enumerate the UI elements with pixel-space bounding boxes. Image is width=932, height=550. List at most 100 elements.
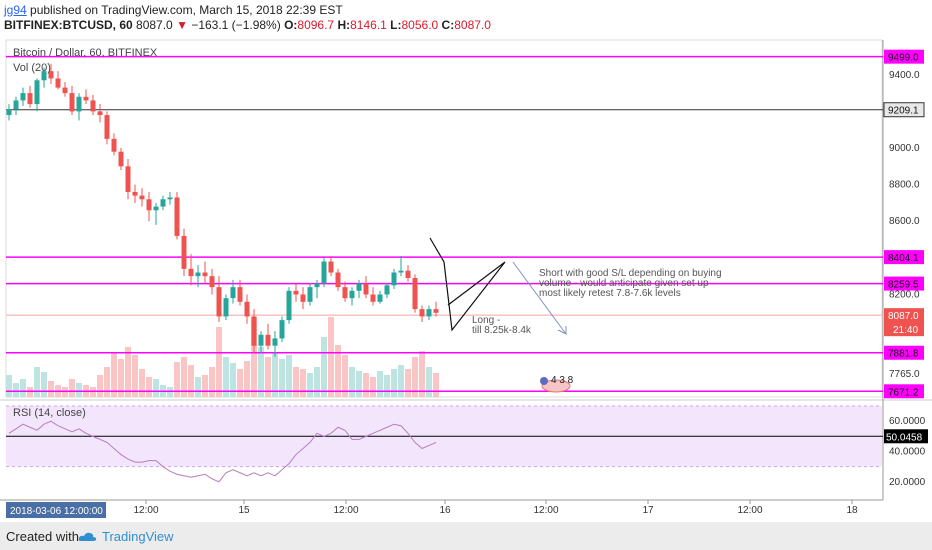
volume-bar — [314, 367, 320, 397]
volume-bar — [48, 381, 54, 397]
candle-body — [405, 270, 411, 278]
badge-text: 4 3 8 — [551, 375, 574, 386]
candle-body — [300, 294, 306, 302]
volume-bar — [307, 373, 313, 397]
volume-bar — [265, 357, 271, 397]
low-value: 8056.0 — [401, 18, 439, 32]
volume-bar — [384, 375, 390, 397]
candle-body — [356, 283, 362, 291]
candle-body — [321, 261, 327, 284]
projection-arrow — [512, 261, 567, 335]
publisher-link[interactable]: jg94 — [4, 3, 27, 17]
candle-body — [111, 138, 117, 152]
candle-body — [251, 316, 257, 346]
event-badge[interactable]: 4 3 8 — [540, 375, 574, 393]
candle-body — [335, 272, 341, 288]
rsi-tick-label: 40.0000 — [889, 447, 926, 458]
candle-body — [153, 206, 159, 211]
volume-bar — [111, 352, 117, 397]
volume-bar — [153, 379, 159, 397]
level-tag-1: 9209.1 — [883, 102, 925, 118]
candle-body — [419, 309, 425, 317]
pattern-drawing — [429, 237, 506, 332]
volume-bar — [398, 365, 404, 397]
level-tag-4: 7881.8 — [884, 345, 924, 360]
price-tick-label: 8200.0 — [889, 289, 920, 300]
candle-body — [349, 290, 355, 299]
candle-body — [279, 320, 285, 339]
candle-body — [258, 334, 264, 346]
volume-bar — [34, 367, 40, 397]
candle-body — [167, 197, 173, 200]
candle-body — [237, 287, 243, 302]
short-note-line-1: Short with good S/L depending on buying — [539, 268, 722, 279]
price-chart[interactable]: 9400.0 9000.0 8800.0 8600.0 8200.0 7765.0 9499… — [0, 0, 932, 522]
level-tag-5: 7671.2 — [884, 384, 924, 399]
volume-bar — [405, 369, 411, 397]
short-note-line-2: volume - would anticipate given set up — [539, 278, 709, 289]
symbol-info: BITFINEX:BTCUSD, 60 8087.0 ▼ −163.1 (−1.… — [4, 18, 491, 32]
volume-label: Vol (20) — [13, 62, 51, 74]
publish-info: jg94 published on TradingView.com, March… — [4, 3, 343, 17]
rsi-panel — [6, 405, 883, 483]
volume-bar — [209, 367, 215, 397]
time-tick-label: 12:00 — [737, 505, 762, 516]
candle-body — [230, 287, 236, 299]
volume-bar — [258, 347, 264, 397]
candle-body — [181, 235, 187, 269]
volume-bar — [223, 357, 229, 397]
candle-body — [160, 199, 166, 207]
candle-body — [286, 290, 292, 321]
time-tick-label: 17 — [642, 505, 654, 516]
long-note-line-1: Long - — [472, 315, 500, 326]
down-arrow-icon: ▼ — [176, 18, 188, 32]
candle-body — [13, 100, 19, 110]
volume-bar — [342, 355, 348, 397]
rsi-current-tag: 50.0458 — [884, 429, 928, 444]
short-note-line-3: most likely retest 7.8-7.6k levels — [539, 288, 681, 299]
volume-bar — [20, 379, 26, 397]
price-axis: 9400.0 9000.0 8800.0 8600.0 8200.0 7765.0 9499… — [883, 49, 928, 488]
candle-body — [55, 78, 61, 88]
candle-body — [34, 80, 40, 105]
volume-bar — [188, 365, 194, 397]
level-tag-0: 9499.0 — [884, 49, 924, 64]
candle-body — [370, 294, 376, 302]
tradingview-cloud-icon — [78, 532, 97, 541]
chart-grid — [0, 39, 932, 500]
volume-bar — [174, 362, 180, 397]
volume-bar — [202, 375, 208, 397]
candle-body — [20, 93, 26, 101]
time-axis: 12:00 15 12:00 16 12:00 17 12:00 18 2018-03-06 1… — [0, 499, 883, 518]
time-tick-label: 12:00 — [333, 505, 358, 516]
candle-body — [412, 278, 418, 310]
volume-bar — [195, 377, 201, 397]
volume-bar — [356, 371, 362, 397]
svg-text:2018-03-06 12:00:00: 2018-03-06 12:00:00 — [10, 506, 103, 517]
tradingview-link[interactable]: TradingView — [102, 529, 174, 544]
volume-bar — [181, 357, 187, 397]
candle-body — [90, 100, 96, 112]
svg-text:8404.1: 8404.1 — [888, 253, 919, 264]
volume-bar — [6, 375, 12, 397]
volume-bar — [41, 372, 47, 397]
candle-body — [433, 309, 439, 313]
price-change: −163.1 (−1.98%) — [191, 18, 281, 32]
flag-icon — [540, 377, 548, 385]
time-tick-label: 18 — [846, 505, 858, 516]
candle-body — [139, 195, 145, 200]
published-text: published on TradingView.com, March 15, … — [30, 3, 343, 17]
candle-body — [27, 93, 33, 105]
volume-bar — [146, 377, 152, 397]
volume-bar — [433, 373, 439, 397]
volume-bar — [272, 353, 278, 397]
candle-body — [174, 197, 180, 236]
candle-body — [391, 272, 397, 286]
svg-text:21:40: 21:40 — [893, 325, 918, 336]
chart-title: Bitcoin / Dollar, 60, BITFINEX — [13, 47, 158, 59]
horizontal-levels — [6, 55, 883, 393]
price-tick-label: 8800.0 — [889, 180, 920, 191]
candle-body — [41, 71, 47, 81]
candle-body — [307, 287, 313, 302]
candle-body — [398, 270, 404, 273]
